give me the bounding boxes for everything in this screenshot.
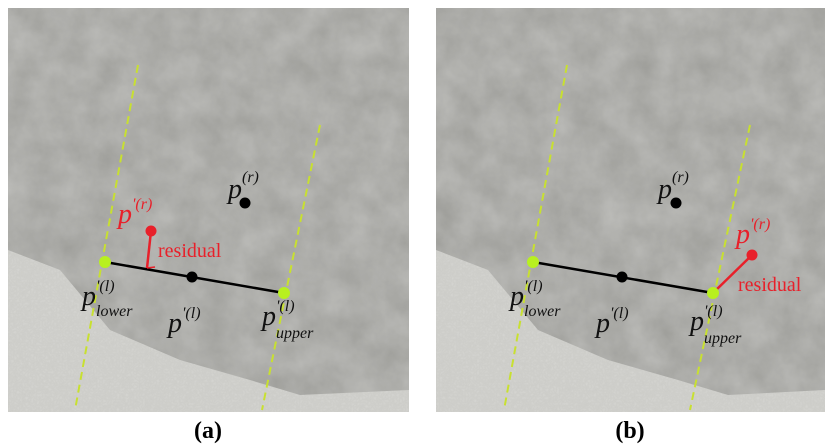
lower-point	[99, 256, 111, 268]
lower-point	[527, 256, 539, 268]
residual-label: residual	[158, 240, 222, 262]
moved-point	[747, 250, 758, 261]
caption: (a)	[194, 418, 222, 444]
upper-subscript: upper	[704, 330, 742, 347]
panel-a: p(r) p'(r) residual p'(l) lower p'(l) p'…	[8, 8, 409, 444]
lower-subscript: lower	[524, 303, 561, 320]
middle-point	[617, 272, 628, 283]
moved-point	[146, 226, 157, 237]
lower-subscript: lower	[96, 303, 133, 320]
upper-point	[707, 287, 719, 299]
panel-b: p(r) p'(r) residual p'(l) lower p'(l) p'…	[436, 8, 825, 444]
right-angle	[147, 267, 155, 268]
middle-point	[187, 272, 198, 283]
upper-subscript: upper	[276, 325, 314, 342]
caption: (b)	[615, 418, 644, 444]
reference-point	[671, 198, 682, 209]
residual-label: residual	[738, 274, 802, 296]
figure: p(r) p'(r) residual p'(l) lower p'(l) p'…	[0, 0, 827, 446]
